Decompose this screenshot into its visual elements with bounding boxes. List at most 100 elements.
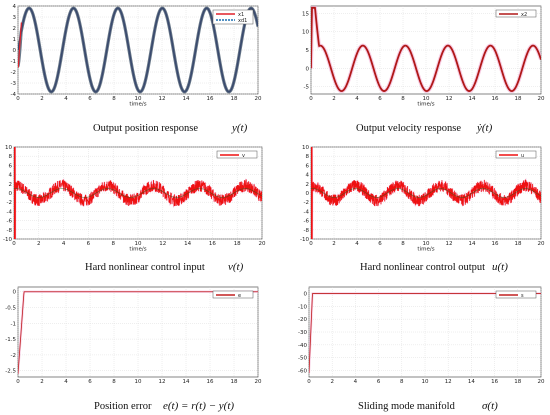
y-tick-label: 10	[302, 145, 309, 151]
y-tick-label: 0	[304, 291, 308, 297]
x-tick-label: 2	[332, 96, 336, 102]
series-group	[311, 6, 541, 94]
y-tick-label: -1	[11, 321, 16, 327]
panel-control-output: 0 2 4 6 8 10 12 14 16 18 20-10-8-6-4-20246810time/…	[300, 145, 545, 253]
caption-velocity-math: ẏ(t)	[476, 122, 493, 134]
x-tick-label: 14	[469, 96, 476, 102]
x-tick-label: 12	[159, 241, 166, 247]
caption-sliding-manifold: Sliding mode manifold	[358, 401, 456, 412]
x-tick-label: 18	[514, 379, 521, 385]
x-tick-label: 8	[401, 241, 405, 247]
y-tick-label: -50	[298, 356, 307, 362]
x-tick-label: 4	[64, 96, 68, 102]
y-tick-label: -40	[298, 343, 307, 349]
series-center-trace	[14, 188, 262, 198]
x-tick-label: 8	[400, 379, 404, 385]
x-tick-label: 20	[259, 241, 266, 247]
caption-sliding-manifold-math: σ(t)	[482, 400, 498, 412]
y-tick-label: -1	[11, 59, 16, 65]
caption-control-input-math: v(t)	[228, 261, 244, 273]
x-tick-label: 2	[40, 96, 44, 102]
x-tick-label: 10	[423, 241, 430, 247]
x-tick-label: 20	[538, 241, 545, 247]
y-tick-label: 0	[306, 66, 310, 72]
y-tick-label: -60	[298, 369, 307, 375]
series-xd1	[18, 7, 258, 93]
x-tick-label: 16	[209, 241, 216, 247]
x-tick-label: 0	[16, 96, 20, 102]
legend-label: v	[242, 153, 245, 159]
x-tick-label: 6	[87, 241, 91, 247]
x-tick-label: 2	[330, 379, 334, 385]
y-tick-label: 2	[13, 26, 17, 32]
x-tick-label: 4	[62, 241, 66, 247]
x-tick-label: 10	[135, 96, 142, 102]
y-tick-label: -10	[3, 237, 12, 243]
y-tick-label: 2	[9, 182, 13, 188]
y-tick-label: -0.5	[5, 306, 16, 312]
caption-position-math: y(t)	[231, 122, 248, 134]
x-tick-label: 6	[377, 379, 381, 385]
x-tick-label: 10	[135, 379, 142, 385]
legend-label: s	[521, 293, 524, 299]
x-tick-label: 0	[16, 379, 20, 385]
y-tick-label: 6	[9, 163, 13, 169]
y-tick-label: 4	[306, 173, 310, 179]
x-tick-label: 10	[423, 96, 430, 102]
x-tick-label: 20	[255, 379, 262, 385]
y-tick-label: -20	[298, 317, 307, 323]
x-tick-label: 0	[307, 379, 311, 385]
y-tick-label: 10	[302, 30, 309, 36]
x-tick-label: 8	[112, 379, 116, 385]
y-tick-label: 1	[13, 37, 17, 43]
x-tick-label: 18	[234, 241, 241, 247]
x-axis-label: time/s	[129, 247, 146, 253]
caption-position-error-math: e(t) = r(t) − y(t)	[163, 400, 234, 412]
caption-control-input: Hard nonlinear control input	[85, 262, 205, 273]
caption-position: Output position response	[93, 123, 198, 134]
x-tick-label: 14	[184, 241, 191, 247]
legend-label: e	[238, 293, 241, 299]
y-tick-label: 2	[306, 182, 310, 188]
x-tick-label: 20	[538, 379, 545, 385]
x-tick-label: 18	[515, 96, 522, 102]
x-tick-label: 0	[309, 96, 313, 102]
y-tick-label: -10	[300, 237, 309, 243]
x-tick-label: 16	[492, 241, 499, 247]
x-tick-label: 6	[88, 96, 92, 102]
y-tick-label: -1.5	[5, 337, 16, 343]
y-tick-label: -6	[7, 219, 13, 225]
x-tick-label: 0	[12, 241, 16, 247]
y-tick-label: -30	[298, 330, 307, 336]
panel-sliding-manifold: 0 2 4 6 8 10 12 14 16 18 20 -60 -50 -40 -30 -20 -10 0 s	[298, 286, 545, 385]
y-tick-label: -2	[304, 200, 309, 206]
y-tick-label: -2	[7, 200, 12, 206]
x-tick-label: 12	[445, 379, 452, 385]
y-tick-label: 0	[306, 191, 310, 197]
y-tick-label: 4	[9, 173, 13, 179]
series-initial-transient	[18, 22, 22, 68]
x-tick-label: 18	[515, 241, 522, 247]
x-tick-label: 16	[207, 96, 214, 102]
y-tick-label: 5	[306, 48, 310, 54]
legend-label: xd1	[238, 18, 247, 24]
x-tick-label: 4	[355, 96, 359, 102]
legend-label: u	[521, 153, 524, 159]
x-tick-label: 8	[111, 241, 115, 247]
y-tick-label: -2	[11, 70, 16, 76]
x-tick-label: 6	[378, 241, 382, 247]
y-tick-label: -8	[304, 228, 310, 234]
panel-position-response: 0 2 4 6 8 10 12 14 16 18 20-4-3-2-101234time/sx1xd…	[11, 4, 262, 108]
series-group	[18, 6, 258, 94]
x-tick-label: 12	[159, 96, 166, 102]
x-tick-label: 2	[332, 241, 336, 247]
y-tick-label: 8	[306, 154, 310, 160]
panel-position-error: 0 2 4 6 8 10 12 14 16 18 20 -2.5 -2 -1.5 -1 -0.5 0 e	[5, 286, 262, 385]
panel-control-input: 0 2 4 6 8 10 12 14 16 18 20-10-8-6-4-20246810time/…	[3, 145, 266, 253]
x-tick-label: 18	[231, 96, 238, 102]
x-tick-label: 0	[309, 241, 313, 247]
y-tick-label: -5	[304, 85, 310, 91]
x-tick-label: 6	[378, 96, 382, 102]
x-tick-label: 20	[538, 96, 545, 102]
